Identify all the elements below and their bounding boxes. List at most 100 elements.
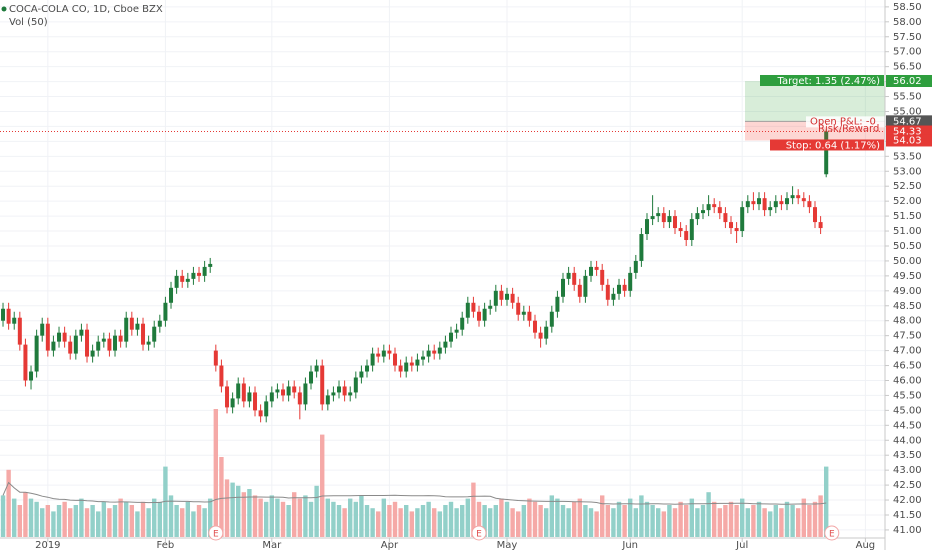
candle-body [337,386,342,393]
volume-bar [213,409,219,537]
volume-bar [359,495,364,537]
candle-body [157,320,162,327]
volume-bar [779,508,784,537]
candle-body [45,323,50,351]
y-tick-label: 51.50 [893,211,922,222]
volume-bar [112,505,118,537]
y-tick-label: 50.50 [893,241,922,252]
volume-bar [605,505,611,537]
volume-bar [454,508,459,537]
entry-box [886,115,932,128]
volume-bar [644,501,650,537]
volume-pane [0,409,829,537]
candle-body [437,347,442,354]
y-tick-label: 48.00 [893,316,922,327]
candle-body [533,320,538,333]
candle-body [432,350,437,354]
candle-body [561,278,566,297]
volume-bar [297,498,303,537]
candle-body [617,284,622,294]
volume-bar [588,508,594,537]
y-tick-label: 41.50 [893,510,922,521]
candle-body [645,219,650,235]
volume-bar [521,505,527,537]
candle-body [1,308,6,321]
volume-bar [40,508,45,537]
volume-bar [381,498,387,537]
volume-bar [45,505,51,537]
candle-body [51,341,56,351]
y-tick-label: 55.00 [893,106,922,117]
y-tick-label: 57.00 [893,47,922,58]
volume-bar [499,498,504,537]
candle-body [583,275,588,297]
volume-bar [420,505,426,537]
volume-bar [79,498,84,537]
volume-bar [560,505,566,537]
target-box [886,74,932,87]
candle-body [589,266,594,276]
earnings-marker [208,525,224,541]
volume-bar [471,482,476,537]
candle-body [314,365,319,372]
position-tool: Target: 1.35 (2.47%) Open P&L: -0Risk/Rew… [0,74,885,151]
volume-bar [258,498,263,537]
candle-body [297,392,302,405]
y-tick-label: 44.00 [893,435,922,446]
candle-body [113,335,118,351]
y-tick-label: 52.00 [893,196,922,207]
candle-body [818,222,823,229]
x-tick-label: Jun [621,540,638,550]
volume-bar [745,508,751,537]
volume-bar [404,505,409,537]
candle-body [555,296,560,312]
volume-bar [28,498,34,537]
y-tick-label: 46.50 [893,361,922,372]
candle-body [482,308,487,321]
volume-bar [353,501,359,537]
volume-bar [762,508,767,537]
volume-bar [398,508,403,537]
pnl-label: Open P&L: -0 [810,116,876,127]
candle-body [628,272,633,291]
volume-bar [482,505,487,537]
candle-body [197,272,202,276]
y-tick-label: 45.00 [893,405,922,416]
y-tick-label: 49.00 [893,286,922,297]
candle-body [230,398,235,408]
candle-body [779,201,784,205]
volume-bar [280,501,286,537]
volume-bar [73,505,79,537]
volume-bar [751,505,756,537]
candle-body [566,272,571,279]
candle-body [538,332,543,339]
volume-bar [219,457,224,537]
volume-bar [734,505,739,537]
volume-bar [17,505,23,537]
volume-bar [196,505,202,537]
candle-body [549,311,554,327]
volume-bar [661,511,667,537]
candle-body [684,231,689,241]
candle-body [577,284,582,297]
candle-body [734,228,739,232]
candle-body [605,284,610,300]
volume-bar [695,508,700,537]
candle-body [85,329,90,357]
y-tick-label: 50.00 [893,256,922,267]
volume-bar [532,501,538,537]
candle-body [493,290,498,306]
candle-body [521,311,526,315]
candle-body [146,341,151,345]
volume-bar [202,508,207,537]
candle-body [449,332,454,342]
volume-bar [264,501,269,537]
candle-body [398,365,403,372]
candle-body [622,284,627,291]
candle-body [661,213,666,223]
volume-bar [331,501,336,537]
volume-bar [314,485,319,537]
volume-bar [168,495,174,537]
volume-bar [320,434,325,537]
candle-body [29,371,34,381]
